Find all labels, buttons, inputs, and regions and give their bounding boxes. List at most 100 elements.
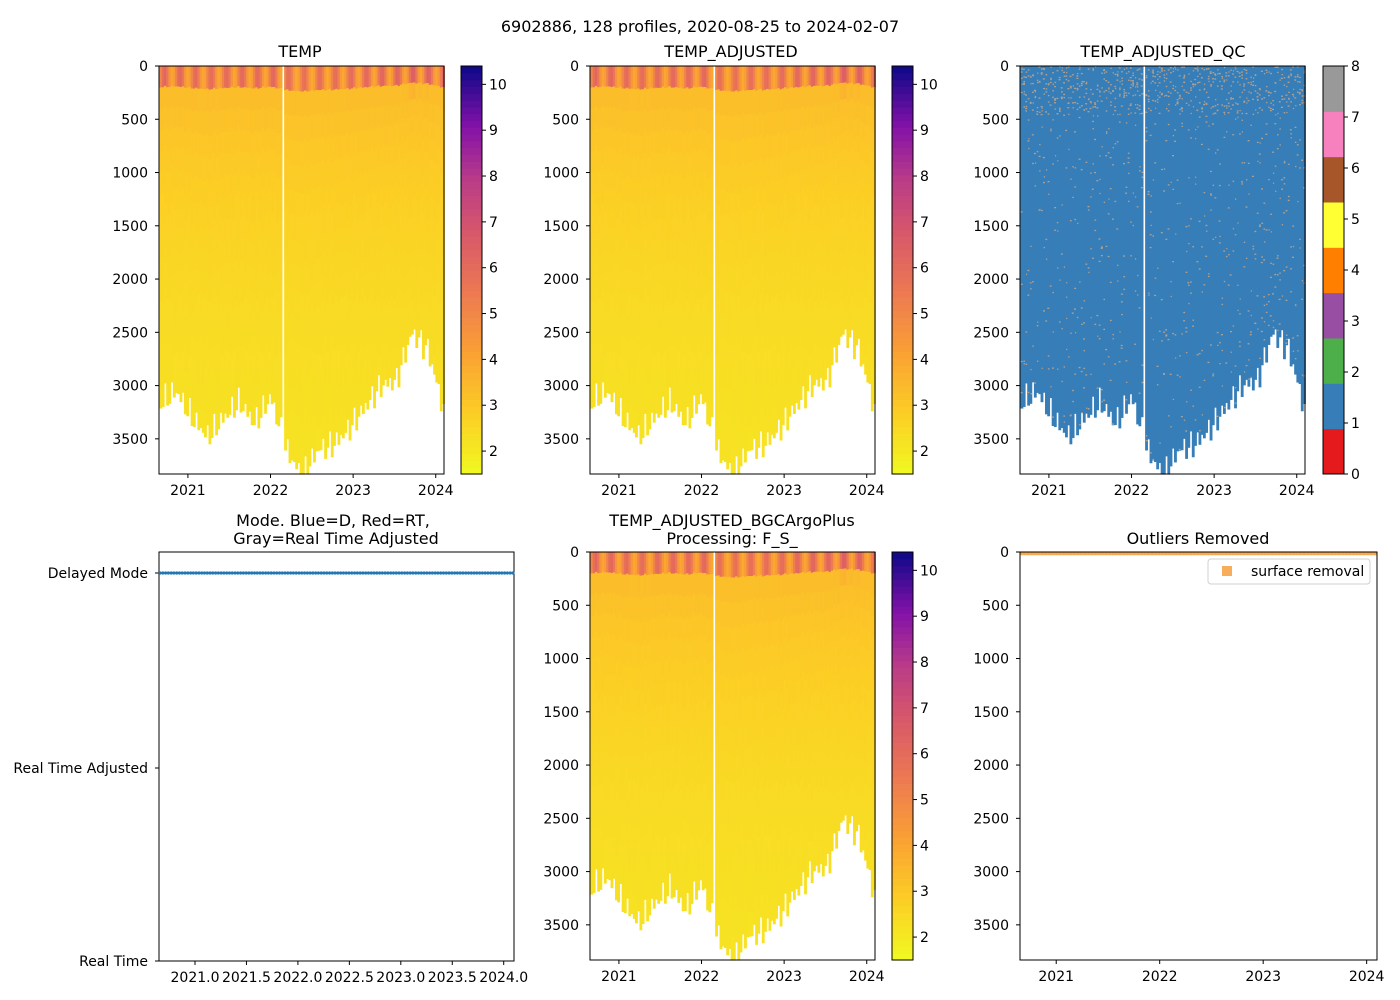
colorbar-tick-label: 7 (489, 215, 498, 231)
heatmap-cell (280, 329, 283, 352)
qc-flag-speckle (1141, 113, 1143, 114)
colorbar-segment (461, 304, 482, 311)
colorbar-segment (892, 256, 913, 263)
qc-flag-speckle (1150, 135, 1152, 136)
qc-flag-speckle (1048, 355, 1050, 356)
qc-flag-speckle (1050, 82, 1052, 83)
qc-flag-speckle (1139, 78, 1141, 79)
colorbar-segment (461, 324, 482, 331)
qc-flag-speckle (1085, 88, 1087, 89)
y-axis: 0500100015002000250030003500 (112, 59, 159, 448)
qc-flag-speckle (1043, 310, 1045, 311)
qc-flag-speckle (1119, 361, 1121, 362)
qc-flag-speckle (1061, 91, 1063, 92)
heatmap-cell (711, 307, 714, 330)
qc-flag-speckle (1128, 108, 1130, 109)
panel-temp-adjusted: TEMP_ADJUSTED 05001000150020002500300035… (543, 42, 937, 499)
qc-flag-speckle (1161, 232, 1163, 233)
qc-flag-speckle (1021, 92, 1023, 93)
colorbar-segment (461, 216, 482, 223)
panel-temp-adjusted-qc: TEMP_ADJUSTED_QC 05001000150020002500300… (973, 42, 1360, 499)
qc-flag-speckle (1050, 104, 1052, 105)
qc-flag-speckle (1079, 367, 1081, 368)
colorbar-segment (892, 345, 913, 352)
qc-flag-speckle (1039, 156, 1041, 157)
colorbar-segment (892, 379, 913, 386)
colorbar-segment (892, 467, 913, 474)
heatmap-cell (711, 285, 714, 308)
qc-flag-speckle (1045, 111, 1047, 112)
colorbar-tick-label: 6 (489, 261, 498, 277)
colorbar-segment (892, 250, 913, 257)
colorbar-segment (892, 134, 913, 141)
qc-flag-speckle (1030, 282, 1032, 283)
qc-flag-speckle (1101, 389, 1103, 390)
qc-flag-speckle (1163, 190, 1165, 191)
qc-flag-speckle (1096, 107, 1098, 108)
qc-flag-speckle (1079, 159, 1081, 160)
qc-flag-speckle (1086, 108, 1088, 109)
colorbar-segment (461, 188, 482, 195)
heatmap-cell (404, 343, 407, 362)
colorbar-tick-label: 8 (489, 169, 498, 185)
colorbar-segment (892, 66, 913, 73)
qc-flag-speckle (1083, 338, 1085, 339)
qc-flag-speckle (1070, 220, 1072, 221)
colorbar-segment (892, 304, 913, 311)
y-tick-label: 0 (139, 59, 148, 75)
qc-flag-speckle (1054, 102, 1056, 103)
heatmap-area (591, 66, 876, 475)
qc-flag-speckle (1027, 295, 1029, 296)
colorbar-segment (892, 358, 913, 365)
qc-flag-speckle (1159, 66, 1161, 67)
qc-flag-speckle (1041, 210, 1043, 211)
qc-flag-speckle (1023, 84, 1025, 85)
colorbar-segment (461, 256, 482, 263)
qc-flag-speckle (1081, 371, 1083, 372)
qc-flag-speckle (1165, 95, 1167, 96)
qc-flag-speckle (1161, 94, 1163, 95)
colorbar-segment (892, 372, 913, 379)
qc-flag-speckle (1105, 155, 1107, 156)
colorbar-segment (461, 338, 482, 345)
heatmap-cell (711, 351, 714, 374)
qc-flag-speckle (1090, 89, 1092, 90)
y-tick-label: 1500 (112, 219, 148, 235)
colorbar-tick-label: 8 (920, 169, 929, 185)
heatmap-cell (711, 373, 714, 396)
qc-flag-speckle (1130, 77, 1132, 78)
qc-flag-speckle (1092, 93, 1094, 94)
colorbar-tick-label: 5 (920, 307, 929, 323)
heatmap-cell (711, 197, 714, 220)
qc-flag-speckle (1147, 194, 1149, 195)
colorbar-segment (892, 406, 913, 413)
colorbar-segment (461, 100, 482, 107)
heatmap-cell (280, 197, 283, 220)
qc-flag-speckle (1099, 261, 1101, 262)
y-tick-label: 3000 (112, 379, 148, 395)
qc-flag-speckle (1030, 103, 1032, 104)
qc-flag-speckle (1054, 98, 1056, 99)
colorbar-segment (461, 195, 482, 202)
qc-flag-speckle (1146, 112, 1148, 113)
colorbar-segment (892, 73, 913, 80)
qc-flag-speckle (1052, 367, 1054, 368)
colorbar-segment (892, 352, 913, 359)
qc-flag-speckle (1116, 228, 1118, 229)
qc-flag-speckle (1108, 82, 1110, 83)
colorbar-segment (892, 202, 913, 209)
colorbar: 2345678910 (461, 66, 507, 475)
qc-flag-speckle (1081, 105, 1083, 106)
qc-flag-speckle (1103, 329, 1105, 330)
qc-flag-speckle (1032, 163, 1034, 164)
qc-flag-speckle (1061, 98, 1063, 99)
qc-flag-speckle (1074, 373, 1076, 374)
qc-flag-speckle (1043, 182, 1045, 183)
qc-flag-speckle (1136, 107, 1138, 108)
heatmap-cell (162, 385, 165, 407)
y-tick-label: 1000 (112, 166, 148, 182)
colorbar-segment (461, 73, 482, 80)
heatmap-cell (260, 395, 263, 418)
colorbar-segment (461, 467, 482, 474)
qc-flag-speckle (1076, 88, 1078, 89)
